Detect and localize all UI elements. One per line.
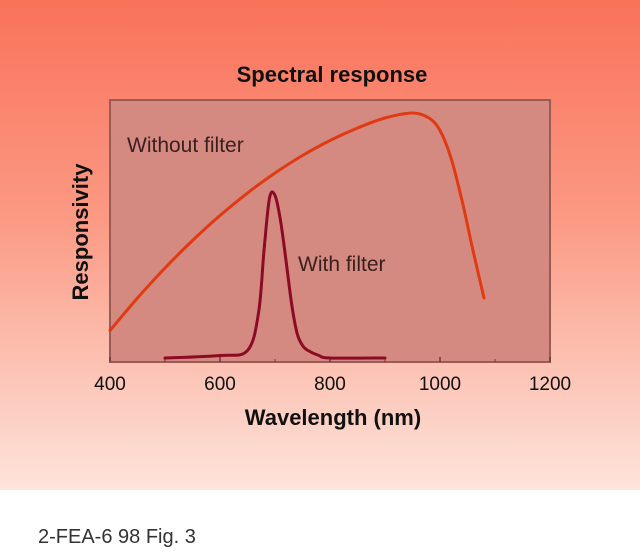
y-axis-label: Responsivity	[68, 163, 93, 301]
annotation-with-filter: With filter	[298, 253, 386, 276]
x-tick-label: 400	[94, 374, 126, 395]
series-group	[108, 111, 486, 360]
figure-panel: Spectral response 400 600 800 1000 1200 With…	[0, 0, 640, 490]
series-line-without-filter	[108, 111, 486, 332]
x-tick-label: 1200	[529, 374, 571, 395]
chart-title: Spectral response	[237, 62, 428, 87]
axes-group: 400 600 800 1000 1200	[94, 357, 571, 395]
plot-area	[109, 99, 551, 363]
x-tick-label: 600	[204, 374, 236, 395]
series-line-with-filter	[163, 190, 387, 360]
figure-caption: 2-FEA-6 98 Fig. 3	[38, 526, 196, 548]
spectral-response-chart: Spectral response 400 600 800 1000 1200 With…	[68, 62, 571, 430]
x-tick-label: 800	[314, 374, 346, 395]
x-axis-label: Wavelength (nm)	[245, 405, 421, 430]
annotation-without-filter: Without filter	[127, 134, 244, 157]
x-tick-label: 1000	[419, 374, 461, 395]
